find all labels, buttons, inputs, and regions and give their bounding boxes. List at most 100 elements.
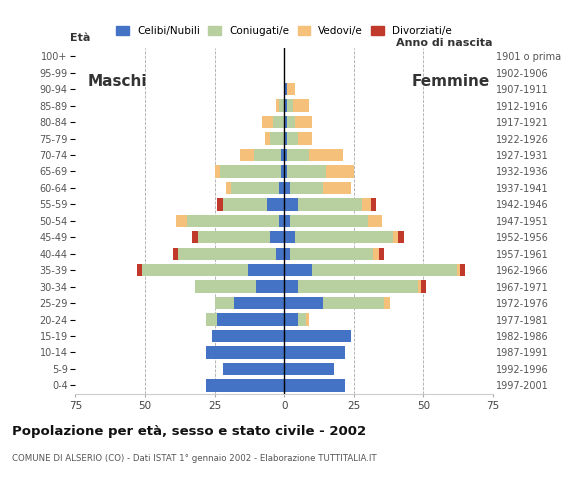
Bar (295, 116, 312, 128)
Bar (312, 264, 457, 276)
Bar (374, 248, 379, 260)
Bar (179, 248, 276, 260)
Bar (195, 280, 256, 293)
Bar (393, 231, 398, 243)
Bar (270, 231, 284, 243)
Bar (220, 165, 281, 178)
Bar (278, 182, 284, 194)
Bar (287, 99, 292, 112)
Bar (278, 215, 284, 227)
Bar (215, 165, 220, 178)
Bar (253, 149, 281, 161)
Bar (284, 198, 298, 211)
Bar (276, 99, 278, 112)
Bar (223, 198, 267, 211)
Bar (284, 379, 346, 392)
Bar (385, 297, 390, 309)
Bar (298, 132, 312, 144)
Bar (298, 198, 362, 211)
Bar (457, 264, 459, 276)
Text: Maschi: Maschi (88, 74, 147, 89)
Bar (323, 182, 351, 194)
Bar (418, 280, 420, 293)
Bar (290, 182, 323, 194)
Bar (459, 264, 465, 276)
Bar (278, 99, 284, 112)
Bar (284, 99, 287, 112)
Bar (284, 313, 298, 326)
Bar (284, 248, 290, 260)
Bar (292, 99, 309, 112)
Bar (284, 165, 287, 178)
Bar (298, 313, 306, 326)
Bar (284, 83, 287, 96)
Bar (284, 363, 334, 375)
Bar (137, 264, 142, 276)
Bar (231, 182, 278, 194)
Bar (420, 280, 426, 293)
Bar (264, 132, 270, 144)
Bar (287, 116, 295, 128)
Bar (362, 198, 371, 211)
Bar (281, 149, 284, 161)
Bar (290, 248, 374, 260)
Text: Età: Età (70, 33, 90, 43)
Bar (187, 215, 278, 227)
Bar (218, 313, 284, 326)
Bar (226, 182, 231, 194)
Bar (240, 149, 253, 161)
Bar (284, 215, 290, 227)
Bar (276, 248, 284, 260)
Bar (284, 330, 351, 342)
Bar (206, 379, 284, 392)
Bar (290, 215, 368, 227)
Bar (323, 297, 385, 309)
Bar (284, 149, 287, 161)
Bar (287, 83, 295, 96)
Bar (176, 215, 187, 227)
Bar (248, 264, 284, 276)
Text: Popolazione per età, sesso e stato civile - 2002: Popolazione per età, sesso e stato civil… (12, 425, 366, 438)
Bar (256, 280, 284, 293)
Bar (284, 132, 287, 144)
Bar (193, 231, 198, 243)
Bar (287, 132, 298, 144)
Bar (262, 116, 273, 128)
Bar (284, 231, 295, 243)
Bar (173, 248, 179, 260)
Bar (371, 198, 376, 211)
Bar (287, 165, 326, 178)
Bar (368, 215, 382, 227)
Bar (142, 264, 248, 276)
Bar (212, 330, 284, 342)
Bar (218, 198, 223, 211)
Bar (284, 264, 312, 276)
Legend: Celibi/Nubili, Coniugati/e, Vedovi/e, Divorziati/e: Celibi/Nubili, Coniugati/e, Vedovi/e, Di… (117, 26, 452, 36)
Bar (223, 363, 284, 375)
Bar (206, 313, 218, 326)
Bar (295, 231, 393, 243)
Bar (273, 116, 284, 128)
Text: Anno di nascita: Anno di nascita (397, 38, 493, 48)
Bar (215, 297, 234, 309)
Text: Femmine: Femmine (412, 74, 490, 89)
Bar (206, 346, 284, 359)
Bar (284, 280, 298, 293)
Bar (298, 280, 418, 293)
Bar (234, 297, 284, 309)
Bar (287, 149, 309, 161)
Bar (284, 116, 287, 128)
Bar (284, 297, 323, 309)
Bar (326, 165, 354, 178)
Bar (306, 313, 309, 326)
Bar (309, 149, 343, 161)
Bar (379, 248, 385, 260)
Text: COMUNE DI ALSERIO (CO) - Dati ISTAT 1° gennaio 2002 - Elaborazione TUTTITALIA.IT: COMUNE DI ALSERIO (CO) - Dati ISTAT 1° g… (12, 454, 376, 463)
Bar (270, 132, 284, 144)
Bar (267, 198, 284, 211)
Bar (398, 231, 404, 243)
Bar (284, 346, 346, 359)
Bar (281, 165, 284, 178)
Bar (198, 231, 270, 243)
Bar (284, 182, 290, 194)
